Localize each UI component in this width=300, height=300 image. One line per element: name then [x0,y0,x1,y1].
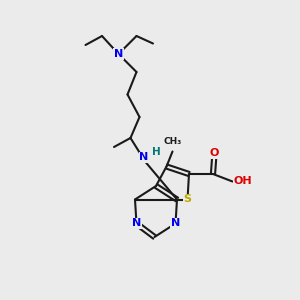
Text: S: S [184,194,191,205]
Text: N: N [132,218,141,229]
Text: O: O [210,148,219,158]
Text: N: N [140,152,148,163]
Text: CH₃: CH₃ [164,137,181,146]
Text: OH: OH [234,176,253,187]
Text: N: N [114,49,123,59]
Text: H: H [152,146,160,157]
Text: N: N [171,218,180,229]
